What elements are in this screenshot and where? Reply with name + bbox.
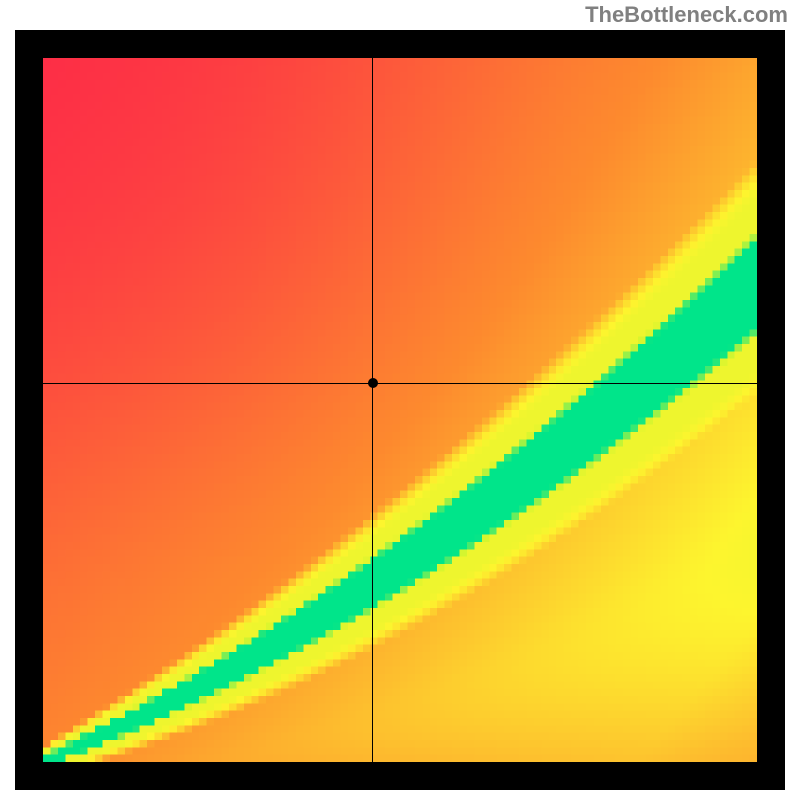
- root-container: TheBottleneck.com: [0, 0, 800, 800]
- watermark-text: TheBottleneck.com: [585, 2, 788, 28]
- crosshair-vertical: [372, 58, 373, 762]
- plot-border: [15, 30, 785, 790]
- crosshair-horizontal: [43, 383, 757, 384]
- heatmap-canvas: [43, 58, 757, 762]
